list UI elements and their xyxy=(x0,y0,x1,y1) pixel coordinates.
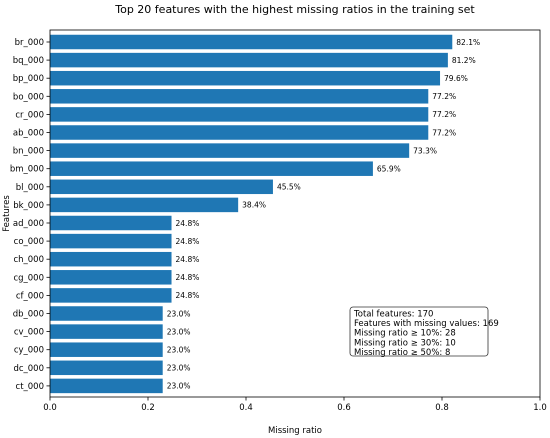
bar xyxy=(50,161,373,176)
y-tick-label: db_000 xyxy=(13,310,44,320)
bar xyxy=(50,324,163,339)
bar-value-label: 65.9% xyxy=(377,165,401,174)
y-tick-label: bo_000 xyxy=(13,92,44,102)
y-tick-label: cv_000 xyxy=(14,328,44,338)
bar-value-label: 45.5% xyxy=(277,183,301,192)
bar-value-label: 73.3% xyxy=(413,146,437,155)
bar xyxy=(50,215,172,231)
y-tick-label: ch_000 xyxy=(13,255,44,265)
y-tick-label: cg_000 xyxy=(13,273,44,283)
chart-title: Top 20 features with the highest missing… xyxy=(114,3,475,16)
plot-frame xyxy=(49,29,541,398)
y-tick-label: bk_000 xyxy=(13,201,44,211)
bar-value-label: 24.8% xyxy=(176,219,200,228)
plot-area: br_000 82.1% bq_000 81.2% bp_000 79.6% bo_000 7… xyxy=(10,34,547,413)
bar-value-label: 77.2% xyxy=(432,92,456,101)
bar xyxy=(50,89,429,104)
bar-value-label: 24.8% xyxy=(176,237,200,246)
bar xyxy=(50,306,163,321)
y-tick-label: br_000 xyxy=(15,38,44,48)
y-tick-label: ct_000 xyxy=(16,382,44,392)
bar xyxy=(50,70,441,86)
stats-line: Features with missing values: 169 xyxy=(354,319,499,329)
bar-value-label: 81.2% xyxy=(452,56,476,65)
y-tick-label: cf_000 xyxy=(16,291,44,301)
stats-line: Missing ratio ≥ 50%: 8 xyxy=(354,348,450,358)
bar xyxy=(50,342,163,357)
bar-value-label: 77.2% xyxy=(432,110,456,119)
x-tick-label: 0.6 xyxy=(337,403,351,413)
bar xyxy=(50,34,453,50)
bar xyxy=(50,197,239,213)
y-tick-label: bl_000 xyxy=(16,183,44,193)
x-tick-label: 0.4 xyxy=(239,403,253,413)
y-tick-label: cy_000 xyxy=(14,346,44,356)
bar xyxy=(50,360,163,376)
bar-value-label: 79.6% xyxy=(444,74,468,83)
bar xyxy=(50,270,172,285)
bar-value-label: 24.8% xyxy=(176,291,200,300)
bar-value-label: 82.1% xyxy=(456,38,480,47)
y-tick-label: ab_000 xyxy=(13,129,44,139)
bar-value-label: 24.8% xyxy=(176,255,200,264)
x-tick-label: 0.8 xyxy=(435,403,449,413)
bar-value-label: 23.0% xyxy=(167,382,191,391)
x-axis-title: Missing ratio xyxy=(268,426,322,436)
bar xyxy=(50,251,172,267)
bar xyxy=(50,378,163,394)
x-tick-label: 0.2 xyxy=(141,403,155,413)
bar xyxy=(50,179,273,195)
y-tick-label: bm_000 xyxy=(10,165,44,175)
x-tick-label: 0.0 xyxy=(43,403,57,413)
stats-line: Missing ratio ≥ 10%: 28 xyxy=(354,329,456,339)
stats-line: Missing ratio ≥ 30%: 10 xyxy=(354,338,456,348)
bar xyxy=(50,125,429,140)
y-tick-label: cr_000 xyxy=(15,110,44,120)
x-tick-label: 1.0 xyxy=(533,403,547,413)
bar-value-label: 23.0% xyxy=(167,364,191,373)
stats-box-frame xyxy=(349,306,489,357)
y-tick-label: dc_000 xyxy=(13,364,44,374)
y-tick-label: bp_000 xyxy=(13,74,44,84)
stats-line: Total features: 170 xyxy=(353,310,433,320)
bar xyxy=(50,233,172,249)
y-tick-label: co_000 xyxy=(14,237,44,247)
bar xyxy=(50,288,172,303)
bar-value-label: 23.0% xyxy=(167,346,191,355)
bar xyxy=(50,52,448,68)
bar xyxy=(50,143,410,158)
y-tick-label: bq_000 xyxy=(13,56,44,66)
bar-value-label: 77.2% xyxy=(432,128,456,137)
bar xyxy=(50,107,429,122)
y-tick-label: ad_000 xyxy=(13,219,44,229)
bar-value-label: 23.0% xyxy=(167,327,191,336)
y-tick-label: bn_000 xyxy=(13,147,44,157)
bar-value-label: 38.4% xyxy=(242,201,266,210)
bar-value-label: 24.8% xyxy=(176,273,200,282)
bar-value-label: 23.0% xyxy=(167,309,191,318)
y-axis-title: Features xyxy=(2,195,12,232)
